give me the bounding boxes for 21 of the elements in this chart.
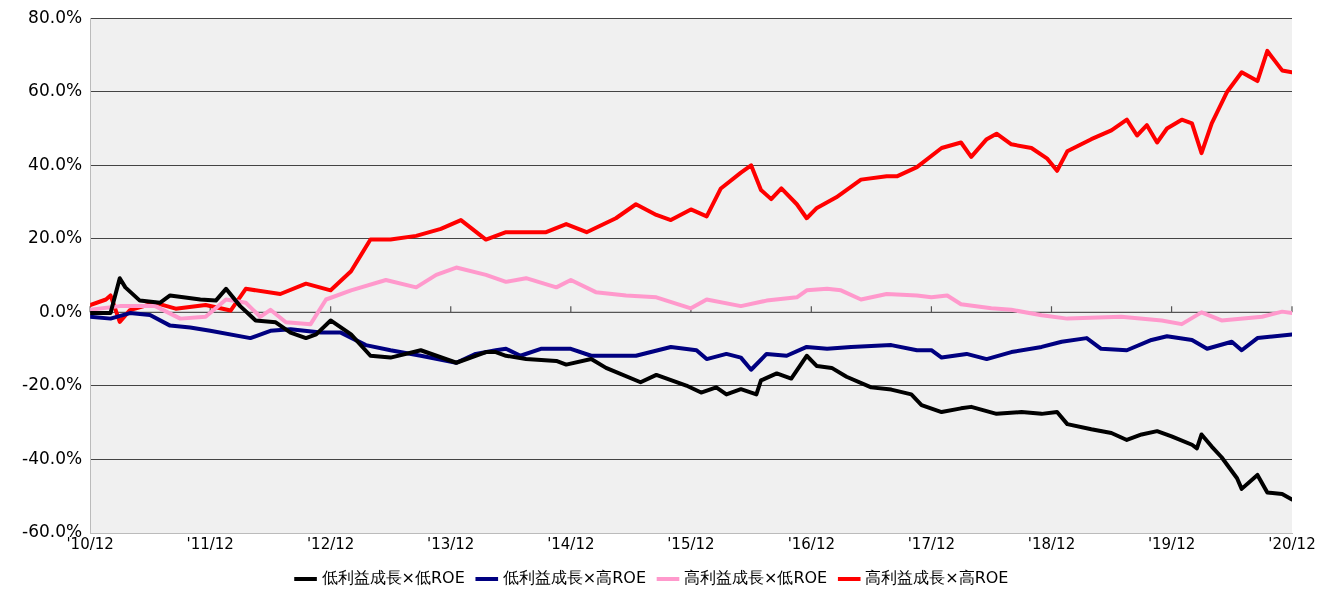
x-tick-label: '12/12: [306, 534, 355, 553]
y-tick-label: 20.0%: [28, 227, 83, 248]
x-tick-label: '17/12: [907, 534, 956, 553]
x-tick-label: '15/12: [667, 534, 715, 553]
x-tick-label: '19/12: [1147, 534, 1196, 553]
x-tick-label: '20/12: [1268, 534, 1316, 553]
y-tick-label: 0.0%: [38, 300, 83, 321]
y-tick-label: 40.0%: [28, 153, 83, 174]
legend-label: 低利益成長×高ROE: [502, 568, 647, 588]
y-tick-label: 60.0%: [28, 80, 83, 101]
legend-label: 高利益成長×低ROE: [684, 568, 828, 588]
x-tick-label: '14/12: [547, 534, 595, 553]
y-tick-label: 80.0%: [28, 6, 83, 27]
y-tick-label: -20.0%: [22, 374, 83, 395]
legend-label: 低利益成長×低ROE: [321, 568, 465, 588]
x-tick-label: '13/12: [427, 534, 475, 553]
x-tick-label: '11/12: [186, 534, 234, 553]
legend-label: 高利益成長×高ROE: [865, 568, 1009, 588]
x-tick-label: '16/12: [787, 534, 835, 553]
x-tick-label: '18/12: [1027, 534, 1076, 553]
y-tick-label: -40.0%: [22, 447, 83, 468]
